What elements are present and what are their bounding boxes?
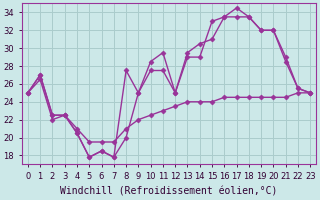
X-axis label: Windchill (Refroidissement éolien,°C): Windchill (Refroidissement éolien,°C) [60,187,278,197]
